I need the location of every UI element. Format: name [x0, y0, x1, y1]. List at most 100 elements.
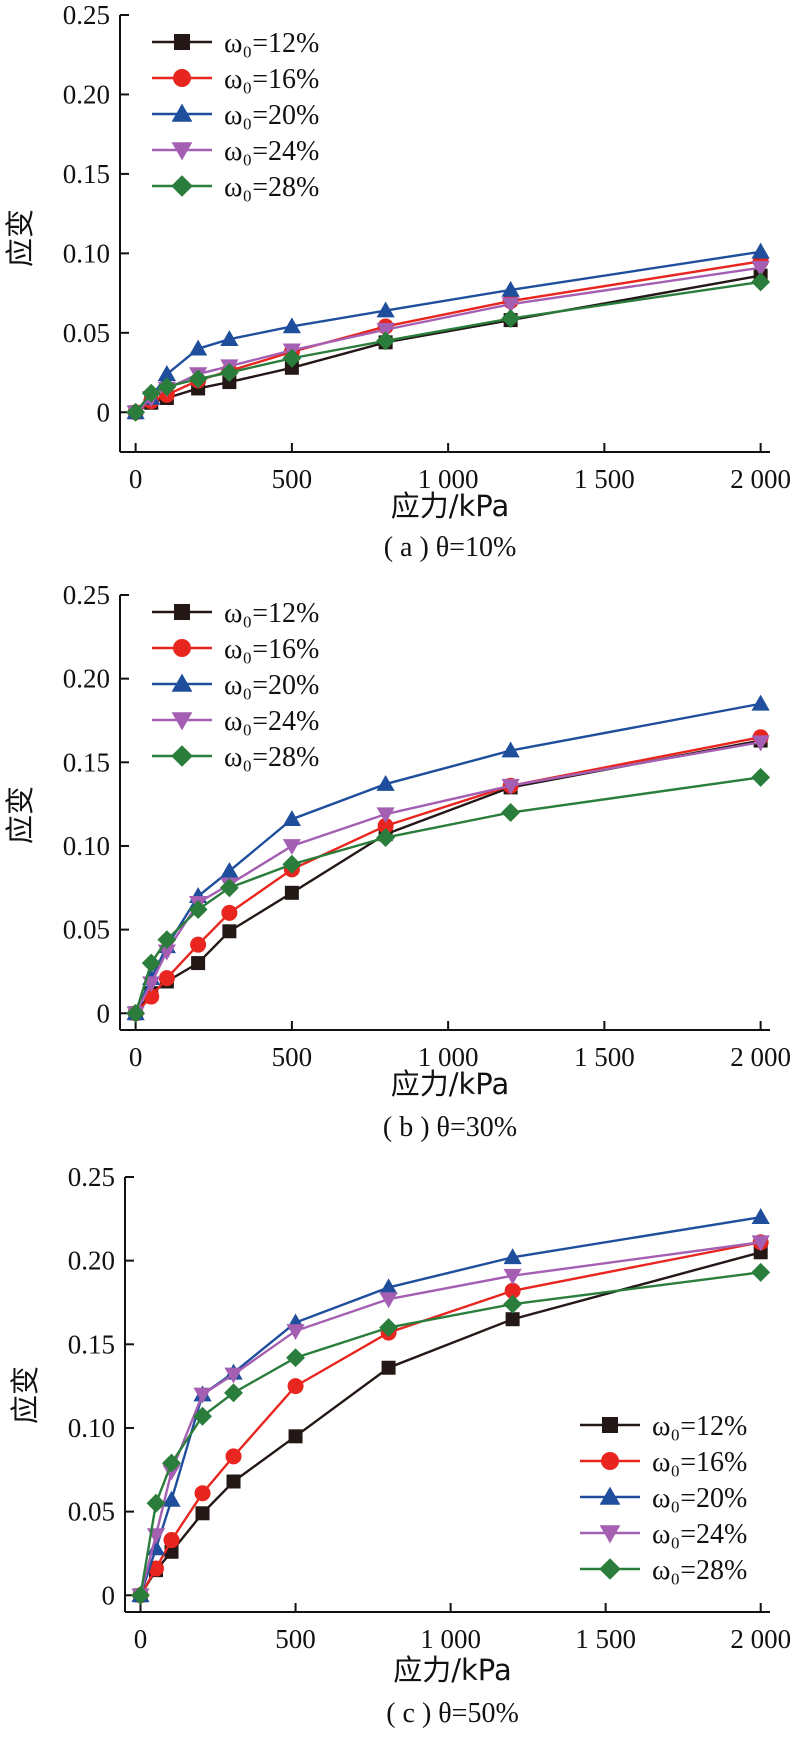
- data-point: [282, 317, 301, 334]
- legend: ω₀=12% ω₀=16% ω₀=20% ω₀=24% ω₀=28%: [152, 598, 319, 773]
- data-point: [751, 272, 771, 292]
- y-tick-label: 0.10: [63, 831, 110, 861]
- y-tick-label: 0.15: [68, 1329, 115, 1359]
- data-point: [220, 861, 239, 878]
- panel-caption: ( b ) θ=30%: [383, 1112, 517, 1143]
- data-point: [286, 1324, 305, 1341]
- data-point: [226, 1474, 241, 1489]
- data-point: [284, 360, 299, 375]
- x-tick-label: 0: [129, 1042, 143, 1072]
- series-5: [126, 767, 771, 1023]
- legend-marker: [171, 142, 193, 161]
- data-point: [220, 330, 239, 346]
- data-point: [376, 774, 395, 791]
- data-point: [751, 694, 770, 711]
- data-point: [504, 1282, 521, 1299]
- data-point: [224, 1367, 243, 1384]
- x-tick-label: 2 000: [730, 1624, 791, 1654]
- legend-entry: ω₀=16%: [224, 64, 319, 95]
- data-point: [282, 854, 302, 874]
- data-point: [191, 956, 206, 971]
- x-axis-label: 应力/kPa: [393, 1653, 512, 1687]
- data-point: [131, 1585, 150, 1605]
- data-point: [219, 878, 239, 898]
- series-5: [126, 272, 771, 422]
- y-tick-label: 0.25: [63, 0, 110, 30]
- data-point: [162, 1464, 181, 1481]
- legend-entry: ω₀=16%: [652, 1447, 747, 1478]
- data-point: [503, 1248, 522, 1265]
- legend-marker: [601, 1452, 619, 1470]
- chart-panel-1: 0 0.05 0.10 0.15 0.20 0.25 0 500 1 000 1 500 2 000…: [3, 0, 791, 563]
- panel-caption: ( c ) θ=50%: [386, 1698, 519, 1729]
- legend: ω₀=12% ω₀=16% ω₀=20% ω₀=24% ω₀=28%: [580, 1411, 747, 1586]
- data-point: [141, 383, 161, 403]
- legend-entry: ω₀=20%: [224, 100, 319, 131]
- y-tick-label: 0.20: [63, 79, 110, 109]
- legend-marker: [171, 103, 193, 122]
- data-point: [751, 1262, 771, 1282]
- x-axis-label: 应力/kPa: [391, 489, 510, 523]
- legend-entry: ω₀=28%: [224, 172, 319, 203]
- data-point: [287, 1378, 304, 1395]
- data-point: [163, 1532, 180, 1549]
- data-point: [505, 1312, 520, 1327]
- legend-marker: [171, 745, 193, 767]
- y-axis-label: 应变: [3, 786, 37, 844]
- data-point: [376, 322, 395, 339]
- data-point: [193, 1406, 212, 1426]
- data-point: [141, 953, 161, 973]
- data-point: [503, 1268, 522, 1285]
- y-axis-label: 应变: [8, 1366, 42, 1424]
- data-point: [190, 936, 207, 953]
- legend-marker: [173, 69, 191, 87]
- y-tick-label: 0: [102, 1580, 116, 1610]
- legend-entry: ω₀=24%: [224, 706, 319, 737]
- x-axis-label: 应力/kPa: [391, 1067, 510, 1101]
- data-point: [501, 280, 520, 297]
- data-point: [162, 1453, 181, 1473]
- data-point: [376, 331, 396, 351]
- x-tick-label: 1 000: [420, 1624, 481, 1654]
- data-point: [376, 301, 395, 318]
- legend-marker: [174, 604, 190, 620]
- legend-entry: ω₀=12%: [652, 1411, 747, 1442]
- y-tick-label: 0.20: [63, 664, 110, 694]
- x-tick-label: 500: [272, 464, 313, 494]
- data-point: [377, 817, 394, 834]
- y-tick-label: 0.10: [63, 238, 110, 268]
- y-tick-label: 0.15: [63, 747, 110, 777]
- data-point: [501, 309, 521, 328]
- x-tick-label: 1 500: [574, 464, 635, 494]
- y-tick-label: 0: [97, 397, 111, 427]
- data-point: [379, 1278, 398, 1295]
- y-tick-label: 0.25: [63, 580, 110, 610]
- data-point: [225, 1448, 242, 1465]
- y-tick-label: 0.25: [68, 1162, 115, 1192]
- legend-entry: ω₀=12%: [224, 598, 319, 629]
- legend: ω₀=12% ω₀=16% ω₀=20% ω₀=24% ω₀=28%: [152, 28, 319, 203]
- series-3: [126, 694, 770, 1021]
- y-tick-label: 0: [97, 998, 111, 1028]
- chart-panel-2: 0 0.05 0.10 0.15 0.20 0.25 0 500 1 000 1 500 2 000…: [3, 580, 791, 1143]
- x-tick-label: 1 500: [575, 1624, 636, 1654]
- panel-caption: ( a ) θ=10%: [384, 532, 517, 563]
- data-point: [282, 839, 301, 856]
- data-point: [501, 297, 520, 314]
- legend-entry: ω₀=20%: [224, 670, 319, 701]
- data-point: [751, 1235, 770, 1252]
- data-point: [193, 1387, 212, 1404]
- data-point: [158, 970, 175, 987]
- data-point: [157, 930, 177, 950]
- legend-marker: [174, 34, 190, 50]
- data-point: [126, 1003, 146, 1023]
- x-tick-label: 1 000: [418, 1042, 479, 1072]
- y-tick-label: 0.10: [68, 1413, 115, 1443]
- data-point: [501, 778, 520, 795]
- chart-panel-3: 0 0.05 0.10 0.15 0.20 0.25 0 500 1 000 1 500 2 000…: [8, 1162, 791, 1729]
- data-point: [282, 810, 301, 827]
- legend-marker: [171, 673, 193, 692]
- y-tick-label: 0.05: [63, 915, 110, 945]
- x-tick-label: 500: [275, 1624, 316, 1654]
- legend-marker: [599, 1486, 621, 1505]
